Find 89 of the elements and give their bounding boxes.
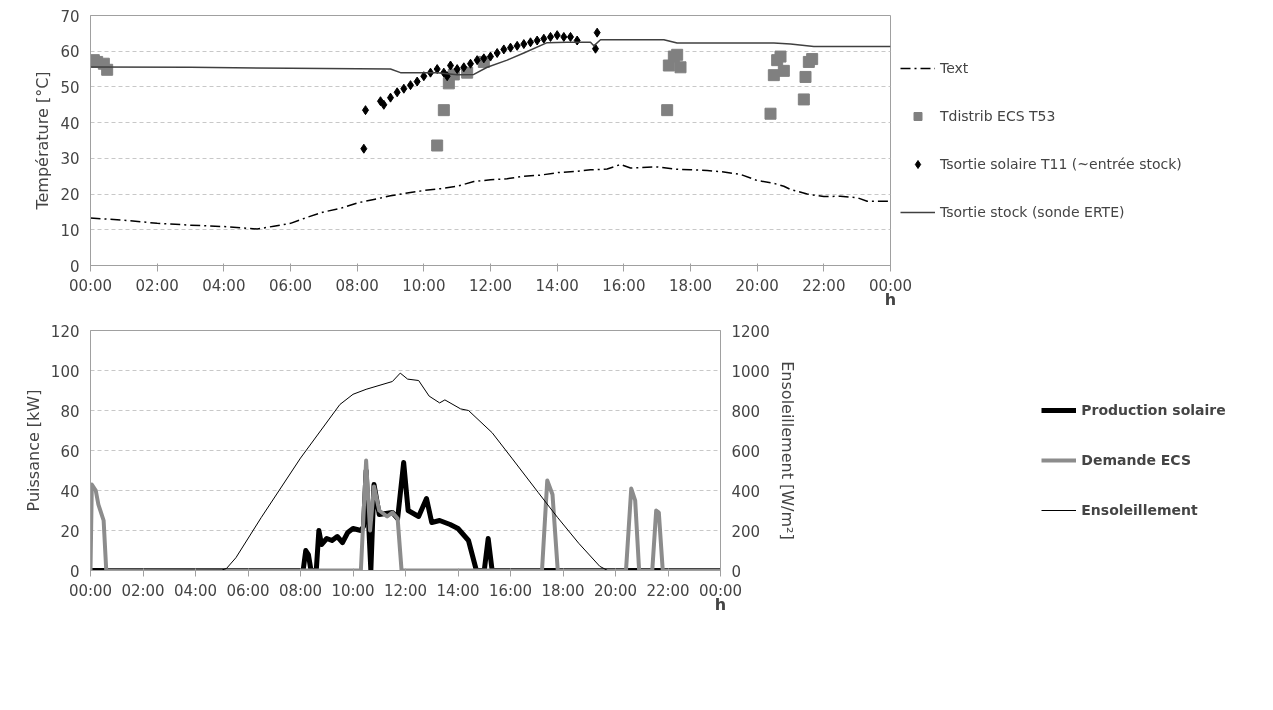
point	[437, 104, 450, 117]
y-tick-label: 0	[69, 562, 80, 581]
y-tick-label: 0	[69, 257, 80, 276]
line-series	[90, 163, 891, 230]
point	[413, 76, 421, 87]
point	[500, 44, 508, 55]
y2-tick-label: 1000	[731, 362, 770, 381]
x-tick-label: 06:00	[268, 276, 313, 295]
y2-tick-label: 400	[731, 482, 761, 501]
point	[764, 107, 777, 120]
x-tick-label: 14:00	[436, 581, 480, 600]
point	[453, 64, 461, 75]
y-axis-title: Température [°C]	[33, 71, 53, 211]
y2-tick-label: 800	[731, 402, 761, 421]
point	[661, 104, 674, 117]
x-tick-label: 02:00	[121, 581, 165, 600]
point	[360, 143, 368, 154]
x-tick-label: 14:00	[535, 276, 579, 295]
point	[533, 35, 541, 46]
point	[393, 87, 401, 98]
point	[799, 70, 812, 83]
point	[493, 48, 501, 58]
x-tick-label: 16:00	[602, 276, 646, 295]
x-tick-label: 16:00	[488, 581, 533, 600]
x-tick-label: 10:00	[402, 276, 446, 295]
y-tick-label: 50	[60, 78, 80, 97]
legend-label: Tdistrib ECS T53	[940, 108, 1056, 124]
point	[460, 62, 468, 73]
point	[473, 55, 481, 66]
x-tick-label: 18:00	[668, 276, 713, 295]
legend-label: Ensoleillement	[1081, 502, 1198, 518]
x-tick-label: 22:00	[802, 276, 846, 295]
x-tick-label: 08:00	[335, 276, 379, 295]
point	[767, 69, 780, 82]
y-tick-label: 20	[60, 522, 80, 541]
y-tick-label: 100	[50, 362, 80, 381]
legend-label: Text	[940, 60, 969, 76]
point	[806, 53, 819, 66]
y2-axis-title: Ensoleillement [W/m²]	[777, 361, 797, 540]
x-tick-label: 06:00	[226, 581, 270, 600]
y-tick-label: 80	[60, 402, 80, 421]
point	[431, 139, 444, 152]
y-tick-label: 40	[60, 482, 80, 501]
y2-tick-label: 1200	[731, 322, 770, 341]
point	[671, 48, 684, 61]
x-tick-label: 00:00	[68, 581, 113, 600]
x-tick-label: 02:00	[135, 276, 179, 295]
legend-label: Tsortie solaire T11 (~entrée stock)	[940, 156, 1182, 172]
y-tick-label: 120	[50, 322, 80, 341]
point	[400, 83, 408, 94]
y2-tick-label: 600	[731, 442, 761, 461]
y2-tick-label: 0	[731, 562, 742, 581]
point	[520, 39, 528, 50]
y-tick-label: 20	[60, 186, 80, 205]
x-tick-label: 18:00	[541, 581, 585, 600]
y-tick-label: 60	[60, 442, 80, 461]
point	[593, 27, 601, 38]
x-tick-label: 12:00	[383, 581, 428, 600]
legend-label: Demande ECS	[1081, 452, 1191, 468]
y-tick-label: 10	[60, 221, 80, 240]
x-tick-label: 08:00	[278, 581, 323, 600]
point	[380, 99, 388, 110]
point	[433, 64, 441, 75]
point	[797, 93, 810, 106]
x-tick-label: 20:00	[735, 276, 779, 295]
point	[540, 33, 548, 44]
point	[774, 50, 787, 63]
legend-label: Production solaire	[1081, 402, 1226, 418]
y-tick-label: 40	[60, 114, 80, 133]
x-tick-label: 00:00	[68, 276, 113, 295]
point	[560, 31, 568, 42]
y-tick-label: 70	[60, 7, 80, 26]
x-tick-label: 10:00	[331, 581, 375, 600]
y-tick-label: 60	[60, 43, 80, 62]
legend-label: Tsortie stock (sonde ERTE)	[940, 204, 1125, 220]
x-tick-label: 04:00	[173, 581, 218, 600]
x-tick-label: 04:00	[202, 276, 246, 295]
y-tick-label: 30	[60, 150, 80, 169]
point	[480, 53, 488, 64]
point	[420, 71, 428, 82]
y-axis-title: Puissance [kW]	[23, 389, 43, 512]
point	[777, 64, 790, 77]
point	[674, 61, 687, 74]
x-tick-label: 20:00	[593, 581, 638, 600]
point	[513, 40, 521, 51]
y2-tick-label: 200	[731, 522, 761, 541]
point	[553, 30, 561, 41]
x-tick-label: 12:00	[468, 276, 513, 295]
x-tick-label: 22:00	[646, 581, 690, 600]
